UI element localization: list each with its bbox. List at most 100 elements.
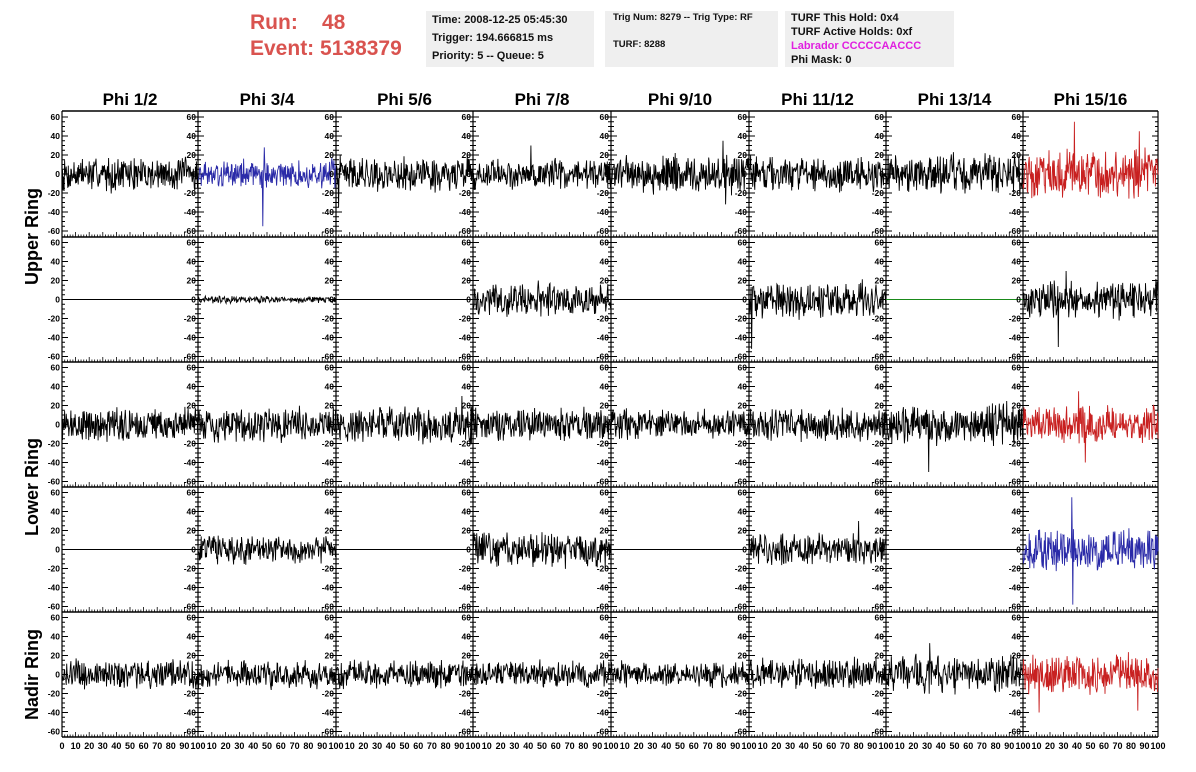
y-tick-label: 20 [600, 276, 610, 286]
y-tick-label: 40 [187, 131, 197, 141]
x-tick-label: 90 [730, 741, 740, 751]
y-tick-label: -20 [1009, 564, 1022, 574]
waveform-panel: 60 40 20 0 -20 -40 -60 [184, 488, 337, 612]
x-tick-label: 50 [399, 741, 409, 751]
y-tick-label: 60 [325, 238, 335, 248]
y-tick-label: 20 [51, 401, 61, 411]
waveform-trace [472, 280, 612, 317]
x-tick-label: 30 [372, 741, 382, 751]
y-tick-label: 60 [462, 613, 472, 623]
y-tick-label: -40 [459, 333, 472, 343]
y-tick-label: 40 [187, 632, 197, 642]
y-tick-label: 0 [191, 670, 196, 680]
phi-mask-text: Phi Mask: 0 [791, 54, 852, 66]
y-tick-label: 20 [187, 276, 197, 286]
y-tick-label: 0 [329, 169, 334, 179]
x-tick-label: 100 [190, 741, 205, 751]
waveform-trace [610, 408, 750, 440]
y-tick-label: 60 [325, 112, 335, 122]
y-tick-label: 40 [187, 257, 197, 267]
waveform-trace [335, 659, 474, 690]
y-tick-label: 60 [600, 112, 610, 122]
y-tick-label: 40 [462, 507, 472, 517]
x-tick-label: 60 [689, 741, 699, 751]
y-tick-label: 40 [600, 131, 610, 141]
x-tick-label: 100 [878, 741, 893, 751]
y-tick-label: 40 [325, 257, 335, 267]
y-tick-label: 60 [187, 613, 197, 623]
x-tick-label: 50 [262, 741, 272, 751]
y-tick-label: 40 [738, 632, 748, 642]
y-tick-label: 0 [55, 169, 60, 179]
column-header: Phi 15/16 [1054, 90, 1128, 109]
waveform-trace [1022, 391, 1159, 463]
x-tick-label: 60 [1099, 741, 1109, 751]
x-tick-label: 30 [647, 741, 657, 751]
y-tick-label: 0 [55, 295, 60, 305]
y-tick-label: 20 [1012, 651, 1022, 661]
x-tick-label: 20 [908, 741, 918, 751]
y-tick-label: -40 [459, 583, 472, 593]
x-tick-label: 50 [949, 741, 959, 751]
y-tick-label: 40 [462, 257, 472, 267]
x-tick-label: 20 [634, 741, 644, 751]
y-tick-label: 60 [1012, 363, 1022, 373]
x-tick-label: 80 [303, 741, 313, 751]
waveform-trace [335, 395, 474, 445]
x-tick-label: 80 [578, 741, 588, 751]
y-tick-label: 60 [51, 112, 61, 122]
y-tick-label: 60 [738, 363, 748, 373]
y-tick-label: -20 [459, 439, 472, 449]
y-tick-label: -40 [735, 333, 748, 343]
row-group-label: Lower Ring [22, 438, 42, 536]
y-tick-label: 0 [742, 545, 747, 555]
y-tick-label: -40 [459, 207, 472, 217]
y-tick-label: -60 [597, 602, 610, 612]
waveform-panel: 60 40 20 0 -20 -40 -60 [322, 112, 474, 237]
y-tick-label: 20 [875, 150, 885, 160]
y-tick-label: -20 [322, 439, 335, 449]
y-tick-label: 20 [187, 651, 197, 661]
y-tick-label: 40 [51, 507, 61, 517]
y-tick-label: -60 [322, 226, 335, 236]
y-tick-label: 0 [1016, 169, 1021, 179]
waveform-panel: 60 40 20 0 -20 -40 -60 [184, 363, 337, 487]
y-tick-label: 40 [325, 507, 335, 517]
waveform-panel: 60 40 20 0 -20 -40 -60 [48, 112, 199, 237]
y-tick-label: 0 [466, 670, 471, 680]
waveform-panel: 60 40 20 0 -20 -40 -60 [1009, 363, 1159, 487]
y-tick-label: 60 [1012, 112, 1022, 122]
y-tick-label: 0 [1016, 295, 1021, 305]
x-tick-label: 60 [139, 741, 149, 751]
y-tick-label: -60 [184, 727, 197, 737]
y-tick-label: 0 [191, 169, 196, 179]
x-tick-label: 100 [465, 741, 480, 751]
column-header: Phi 13/14 [918, 90, 992, 109]
run-value: 48 [322, 11, 346, 34]
y-tick-label: 40 [875, 131, 885, 141]
x-tick-label: 90 [317, 741, 327, 751]
y-tick-label: -20 [322, 689, 335, 699]
y-tick-label: 20 [1012, 150, 1022, 160]
y-tick-label: -20 [48, 314, 61, 324]
x-tick-label: 90 [179, 741, 189, 751]
y-tick-label: 40 [875, 632, 885, 642]
y-tick-label: 20 [462, 401, 472, 411]
y-tick-label: 60 [187, 112, 197, 122]
y-tick-label: -40 [872, 207, 885, 217]
y-tick-label: 60 [462, 238, 472, 248]
y-tick-label: -40 [1009, 333, 1022, 343]
trig-num-box: Trig Num: 8279 -- Trig Type: RF TURF: 82… [605, 11, 778, 67]
x-tick-label: 10 [620, 741, 630, 751]
x-tick-label: 100 [1150, 741, 1165, 751]
waveform-trace [610, 140, 750, 205]
y-tick-label: -20 [48, 564, 61, 574]
y-tick-label: -40 [459, 708, 472, 718]
turf-hold-box: TURF This Hold: 0x4 TURF Active Holds: 0… [785, 11, 954, 67]
column-header: Phi 9/10 [648, 90, 712, 109]
waveform-panel: 60 40 20 0 -20 -40 -60 [1009, 112, 1159, 237]
y-tick-label: 0 [742, 295, 747, 305]
y-tick-label: -60 [735, 226, 748, 236]
y-tick-label: 20 [462, 276, 472, 286]
